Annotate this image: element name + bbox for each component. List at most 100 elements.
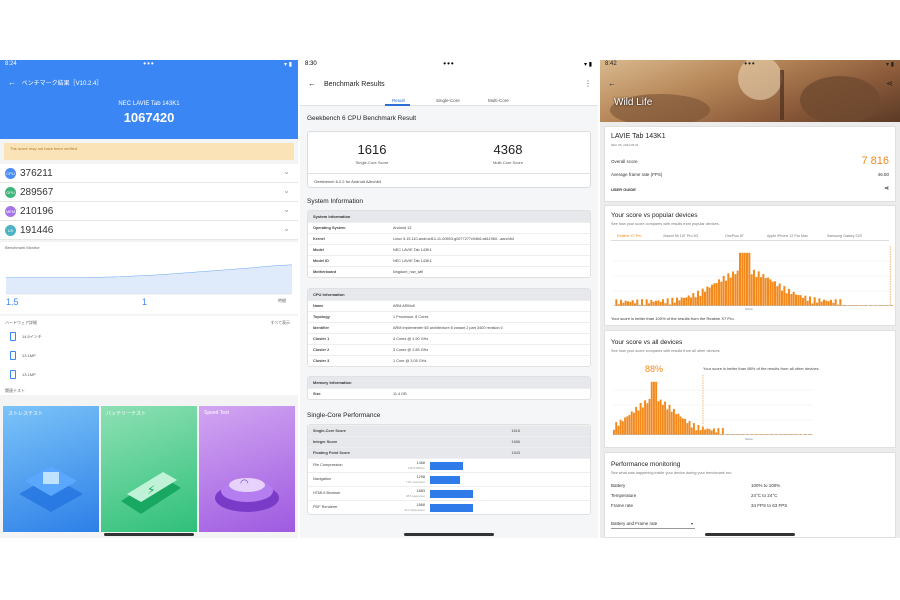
metric-dropdown[interactable]: Battery and Frame rate ▾ bbox=[611, 519, 695, 529]
histogram-bar bbox=[693, 423, 695, 435]
popular-heading: Your score vs popular devices bbox=[611, 212, 698, 219]
histogram-bar bbox=[624, 300, 627, 306]
subscore-row[interactable]: UX 191446 ⌄ bbox=[0, 221, 298, 240]
warning-text: The score may not have been verified bbox=[10, 146, 77, 151]
histogram-bar bbox=[619, 419, 622, 435]
chevron-down-icon[interactable]: ⌄ bbox=[283, 224, 290, 233]
wifi-icon: ◠ bbox=[215, 478, 279, 512]
chevron-down-icon[interactable]: ⌄ bbox=[283, 205, 290, 214]
home-indicator[interactable] bbox=[705, 533, 795, 536]
row-throughput: 43.1 Mpixels/sec bbox=[404, 508, 425, 512]
histogram-bar bbox=[635, 406, 638, 435]
histogram-bar bbox=[630, 411, 633, 435]
subscore-icon: GPU bbox=[5, 187, 16, 198]
all-description: See how your score compares with results… bbox=[611, 349, 721, 353]
share-icon[interactable]: ⋖ bbox=[883, 186, 889, 192]
stress-test-tile[interactable]: ストレステスト bbox=[3, 406, 99, 532]
row-key: Name bbox=[313, 304, 324, 308]
histogram-bar bbox=[785, 293, 788, 306]
battery-test-tile[interactable]: バッテリーテスト ⚡ bbox=[101, 406, 197, 532]
row-key: Model bbox=[313, 248, 324, 252]
device-name: NEC LAVIE Tab 143K1 bbox=[118, 101, 180, 107]
histogram-bar bbox=[676, 297, 679, 306]
subscore-icon: MEM bbox=[5, 206, 16, 217]
share-icon[interactable]: ⋖ bbox=[886, 79, 893, 88]
histogram-bar bbox=[755, 276, 758, 306]
histogram-bar bbox=[622, 302, 625, 306]
histogram-bar bbox=[746, 252, 749, 306]
device-tab[interactable]: Realme X7 Pro bbox=[617, 234, 642, 238]
row-key: Cluster 1 bbox=[313, 337, 330, 341]
perf-row: Navigation 1298 7.82 routes/sec bbox=[308, 472, 590, 486]
histogram-bar bbox=[823, 299, 826, 306]
histogram-bar bbox=[717, 428, 720, 435]
status-dots: ••• bbox=[443, 60, 455, 68]
histogram-bar bbox=[795, 294, 798, 306]
all-result-text: Your score is better than 88% of the res… bbox=[703, 366, 820, 371]
histogram-bar bbox=[757, 271, 760, 306]
histogram-bar bbox=[778, 283, 781, 306]
row-key: Navigation bbox=[313, 477, 331, 481]
chevron-down-icon[interactable]: ⌄ bbox=[283, 186, 290, 195]
histogram-bar bbox=[617, 425, 620, 435]
back-arrow-icon[interactable]: ← bbox=[8, 78, 16, 87]
row-key: Motherboard bbox=[313, 270, 337, 274]
tile-title: Speed Test bbox=[204, 410, 229, 416]
tab-result[interactable]: Result bbox=[392, 98, 405, 103]
histogram-bar bbox=[650, 299, 653, 306]
monitor-area bbox=[6, 265, 292, 294]
histogram-bar bbox=[631, 300, 634, 306]
tab-indicator bbox=[385, 104, 410, 106]
show-all-link[interactable]: すべて表示 bbox=[270, 320, 290, 325]
histogram-bar bbox=[827, 301, 830, 306]
status-bar: 8:42 ••• ▾ ▮ bbox=[600, 60, 900, 69]
user-guide-row[interactable]: USER GUIDE ⋖ bbox=[611, 186, 889, 195]
histogram-bar bbox=[818, 298, 821, 306]
result-heading: Geekbench 6 CPU Benchmark Result bbox=[307, 115, 417, 122]
tab-multi-core[interactable]: Multi-Core bbox=[488, 98, 509, 103]
back-arrow-icon[interactable]: ← bbox=[608, 79, 616, 88]
status-icons: ▾ ▮ bbox=[284, 62, 292, 68]
histogram-bar bbox=[694, 297, 697, 306]
histogram-bar bbox=[673, 302, 676, 306]
histogram-bar bbox=[750, 274, 753, 306]
popular-description: See how your score compares with results… bbox=[611, 222, 720, 226]
device-tab[interactable]: Xiaomi Mi 10T Pro 5G bbox=[663, 234, 699, 238]
subscore-value: 191446 bbox=[20, 225, 54, 236]
histogram-bar bbox=[652, 301, 655, 306]
histogram-bar bbox=[781, 290, 784, 306]
perf-key: Temperature bbox=[611, 493, 637, 498]
home-indicator[interactable] bbox=[404, 533, 494, 536]
subscore-row[interactable]: GPU 289567 ⌄ bbox=[0, 183, 298, 202]
device-tab[interactable]: Apple iPhone 12 Pro Max bbox=[767, 234, 808, 238]
camera-icon bbox=[10, 351, 16, 360]
hardware-item: 13.1MP bbox=[0, 346, 298, 365]
subscore-row[interactable]: MEM 210196 ⌄ bbox=[0, 202, 298, 221]
chevron-down-icon[interactable]: ⌄ bbox=[283, 167, 290, 176]
tile-title: バッテリーテスト bbox=[106, 411, 147, 417]
device-tab[interactable]: OnePlus 8T bbox=[725, 234, 744, 238]
histogram-bar bbox=[753, 269, 756, 306]
more-menu-icon[interactable]: ⋮ bbox=[584, 79, 592, 88]
histogram-bar bbox=[613, 429, 615, 435]
subscore-row[interactable]: CPU 376211 ⌄ bbox=[0, 164, 298, 183]
histogram-bar bbox=[664, 401, 667, 435]
histogram-bar bbox=[699, 295, 702, 306]
histogram-bar bbox=[734, 274, 737, 306]
user-guide-link[interactable]: USER GUIDE bbox=[611, 187, 636, 192]
total-score: 1067420 bbox=[123, 110, 175, 125]
histogram-bar bbox=[690, 427, 693, 435]
home-indicator[interactable] bbox=[104, 533, 194, 536]
histogram-bar bbox=[706, 286, 709, 306]
tab-single-core[interactable]: Single-Core bbox=[436, 98, 460, 103]
overall-score-label: Overall score bbox=[611, 159, 638, 164]
histogram-bar bbox=[659, 301, 662, 306]
speed-test-tile[interactable]: Speed Test ◠ bbox=[199, 406, 295, 532]
tab-divider bbox=[611, 240, 889, 241]
device-tab[interactable]: Samsung Galaxy S23 bbox=[827, 234, 862, 238]
back-arrow-icon[interactable]: ← bbox=[308, 79, 316, 88]
antutu-header: 8:24 ••• ▾ ▮ ← ベンチマーク結果［V10.2.4］ NEC LAV… bbox=[0, 60, 298, 139]
histogram-bar bbox=[648, 398, 651, 435]
histogram-bar bbox=[620, 299, 623, 306]
